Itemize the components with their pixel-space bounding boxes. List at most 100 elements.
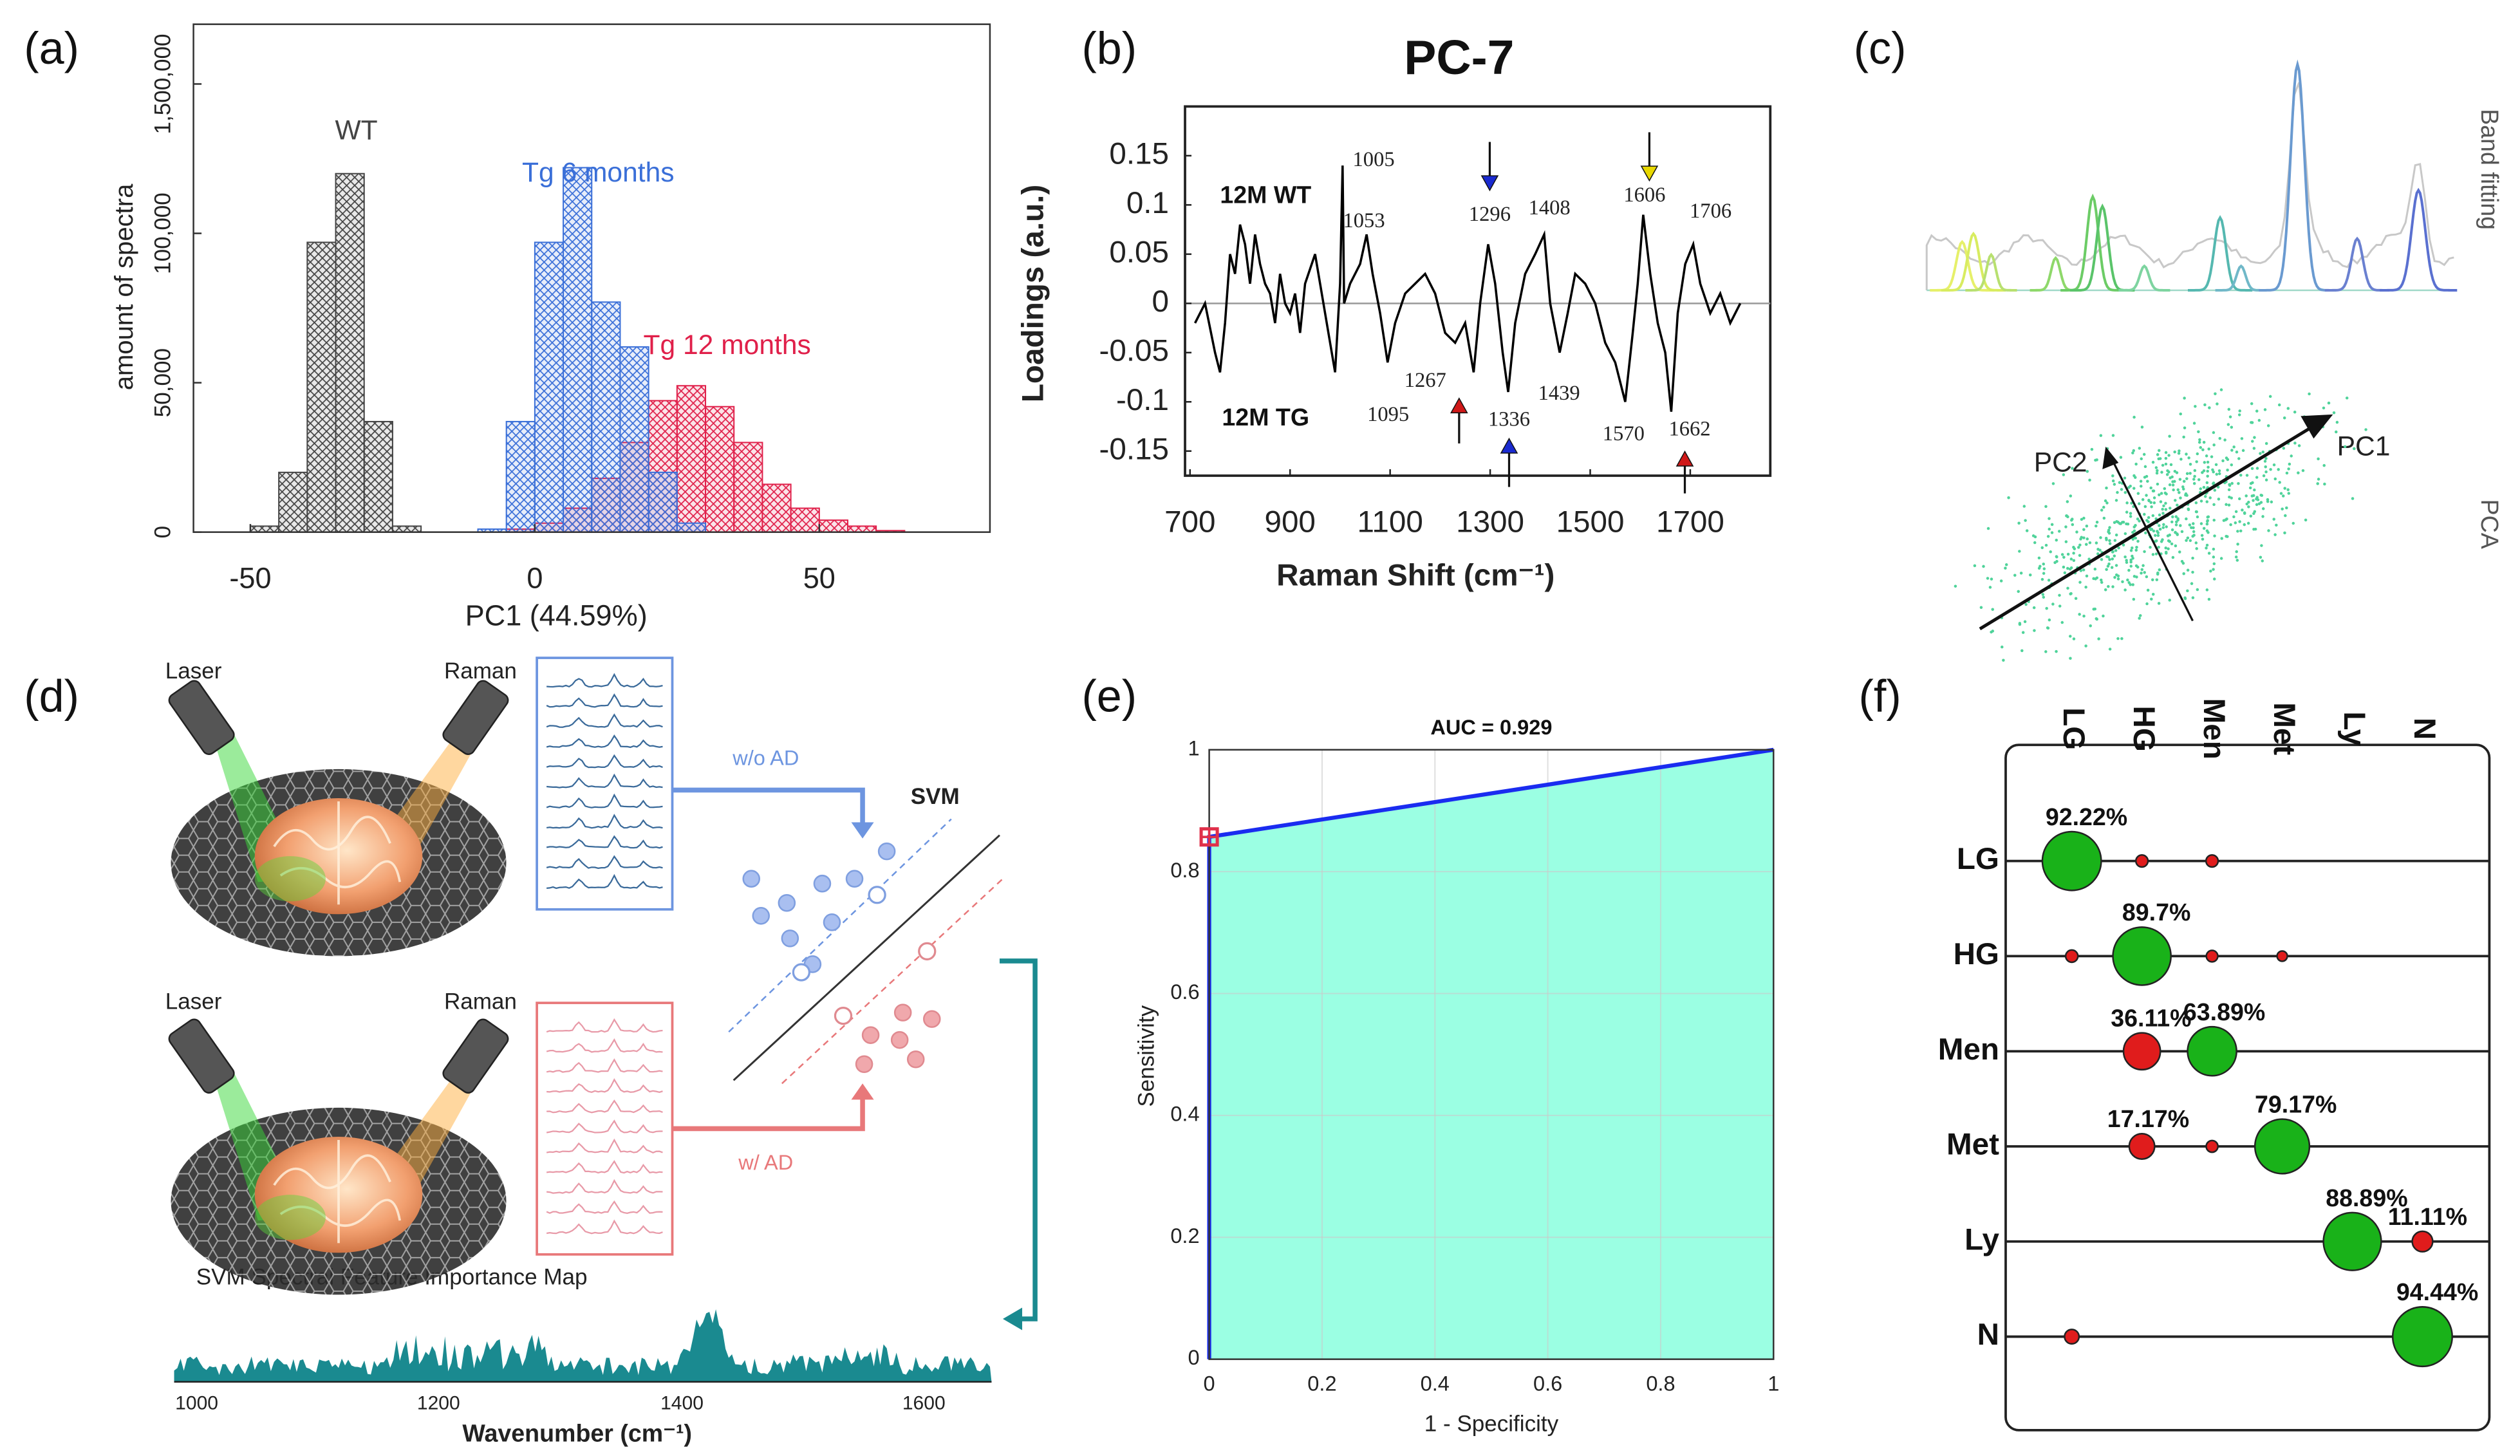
pca-dot — [2082, 528, 2086, 531]
pca-dot — [2140, 425, 2144, 429]
laser-label: Laser — [165, 989, 222, 1014]
pca-dot — [2208, 496, 2212, 499]
pca-dot — [2288, 462, 2291, 466]
pca-dot — [2285, 506, 2288, 510]
pca-dot — [2065, 514, 2068, 518]
pca-dot — [2167, 454, 2170, 457]
pca-dot — [2207, 515, 2210, 519]
pca-dot — [2178, 550, 2181, 554]
with-ad-arrow-head — [851, 1083, 874, 1100]
pca-dot — [2232, 445, 2235, 449]
bubble — [2041, 830, 2102, 891]
bubble — [2322, 1211, 2382, 1271]
x-tick-label: 0 — [527, 562, 543, 595]
pca-dot — [2266, 498, 2270, 501]
pca-dot — [2100, 557, 2104, 561]
pca-dot — [2126, 578, 2129, 582]
pca-dot — [2152, 496, 2156, 499]
pca-dot — [2066, 552, 2070, 556]
pca-dot — [2168, 434, 2171, 438]
pca-dot — [2125, 510, 2129, 514]
pca-dot — [2281, 494, 2285, 498]
pca-dot — [2261, 507, 2265, 510]
y-tick-label: 0 — [1152, 285, 1169, 319]
pca-dot — [2196, 588, 2199, 592]
pca-dot — [2343, 445, 2347, 449]
pca-dot — [2099, 536, 2102, 539]
bubble — [2187, 1025, 2237, 1077]
arrow-head — [1500, 437, 1518, 454]
pca-dot — [2129, 565, 2133, 568]
pca-dot — [2212, 555, 2216, 559]
pca-dot — [2150, 505, 2153, 509]
pca-dot — [2245, 474, 2249, 477]
pca-dot — [2151, 593, 2155, 596]
pca-dot — [2262, 474, 2266, 478]
pca-dot — [2316, 482, 2319, 485]
pca-dot — [2156, 453, 2160, 456]
pca-dot — [2205, 543, 2209, 547]
pca-dot — [2149, 486, 2152, 490]
pca-dot — [2193, 469, 2197, 472]
pca-dot — [2185, 472, 2189, 476]
mini-spectrum — [546, 814, 663, 829]
pca-dot — [2150, 528, 2154, 531]
pca-dot — [2134, 548, 2138, 552]
green-glow — [254, 856, 326, 902]
pca-dot — [2304, 518, 2308, 522]
pca-dot — [1973, 564, 1977, 568]
pca-dot — [2226, 535, 2229, 538]
pca-dot — [2110, 566, 2114, 569]
pca-dot — [2147, 499, 2151, 503]
plot-frame — [1184, 105, 1772, 477]
spectra-box — [536, 1002, 674, 1256]
pca-dot — [2116, 520, 2120, 524]
pca-dot — [2180, 530, 2184, 534]
class-dot — [781, 929, 799, 947]
pca-dot — [2301, 469, 2305, 472]
pca-dot — [2199, 446, 2203, 449]
pca-dot — [2113, 483, 2116, 486]
pca-dot — [2145, 474, 2149, 478]
pca-dot — [2237, 481, 2240, 485]
class-dot — [906, 1050, 925, 1069]
pca-dot — [2164, 451, 2168, 454]
pca-dot — [2219, 557, 2223, 560]
pca-dot — [2143, 571, 2146, 574]
raman-device — [442, 1018, 509, 1094]
pca-dot — [2255, 409, 2259, 413]
pca-dot — [2249, 514, 2253, 518]
pca-dot — [2181, 485, 2185, 489]
x-tick-label: 0.8 — [1646, 1372, 1675, 1395]
pca-dot — [2018, 550, 2021, 553]
pca-dot — [2189, 472, 2192, 475]
y-axis-label: Sensitivity — [1134, 1005, 1159, 1106]
pca-dot — [2228, 483, 2231, 487]
mini-spectrum — [546, 1119, 663, 1134]
y-tick-label: -0.1 — [1116, 383, 1169, 417]
pca-dot — [2179, 524, 2182, 527]
pca-dot — [2182, 572, 2185, 575]
pca-dot — [1990, 630, 1993, 634]
pca-dot — [2154, 466, 2158, 469]
pca-dot — [2169, 476, 2172, 480]
pca-dot — [2032, 606, 2036, 610]
support-vector — [868, 886, 886, 904]
pca-dot — [2203, 495, 2207, 498]
pca-dot — [2161, 507, 2164, 511]
bubble-label: 17.17% — [2107, 1105, 2189, 1132]
pca-dot — [2252, 499, 2255, 502]
pca-dot — [2069, 494, 2073, 498]
feedback-bracket — [999, 958, 1038, 1321]
y-tick-label: 100,000 — [151, 192, 176, 274]
pca-dot — [2213, 489, 2217, 492]
pca-dot — [2114, 499, 2118, 502]
pca-dot — [2230, 463, 2234, 467]
y-tick-label: 0.05 — [1109, 235, 1169, 269]
pca-dot — [2105, 486, 2108, 490]
pca-dot — [2227, 503, 2231, 507]
pca-dot — [2066, 566, 2069, 570]
pca-dot — [2202, 527, 2206, 530]
pca-dot — [2104, 588, 2107, 592]
bubble — [2411, 1230, 2434, 1253]
